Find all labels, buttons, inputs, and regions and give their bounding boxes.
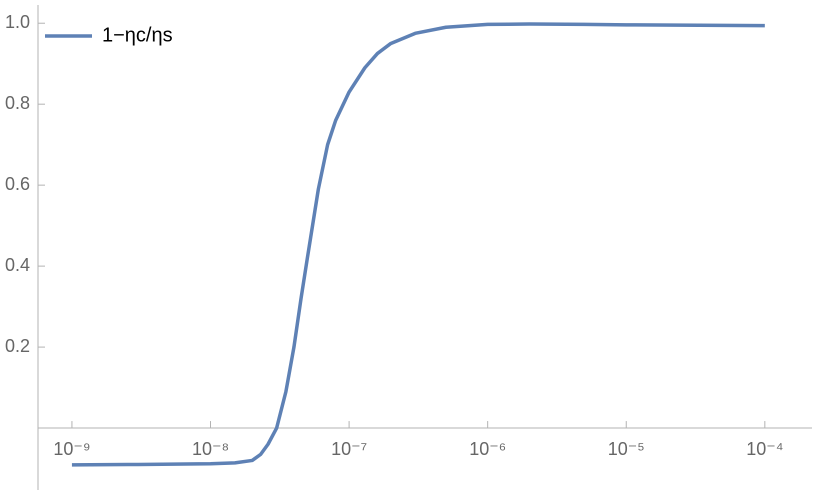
- x-tick-label: 10⁻⁷: [331, 439, 367, 459]
- y-tick-label: 0.8: [5, 93, 30, 113]
- x-tick-label: 10⁻⁶: [469, 439, 506, 459]
- x-tick-label: 10⁻⁸: [192, 439, 229, 459]
- y-tick-label: 0.2: [5, 336, 30, 356]
- y-tick-label: 0.6: [5, 174, 30, 194]
- series-line: [71, 22, 765, 467]
- x-tick-label: 10⁻⁴: [746, 439, 783, 459]
- legend-label: 1−ηc/ηs: [102, 24, 173, 46]
- y-tick-label: 0.4: [5, 255, 30, 275]
- x-tick-label: 10⁻⁹: [53, 439, 90, 459]
- y-tick-label: 1.0: [5, 12, 30, 32]
- x-tick-label: 10⁻⁵: [608, 439, 645, 459]
